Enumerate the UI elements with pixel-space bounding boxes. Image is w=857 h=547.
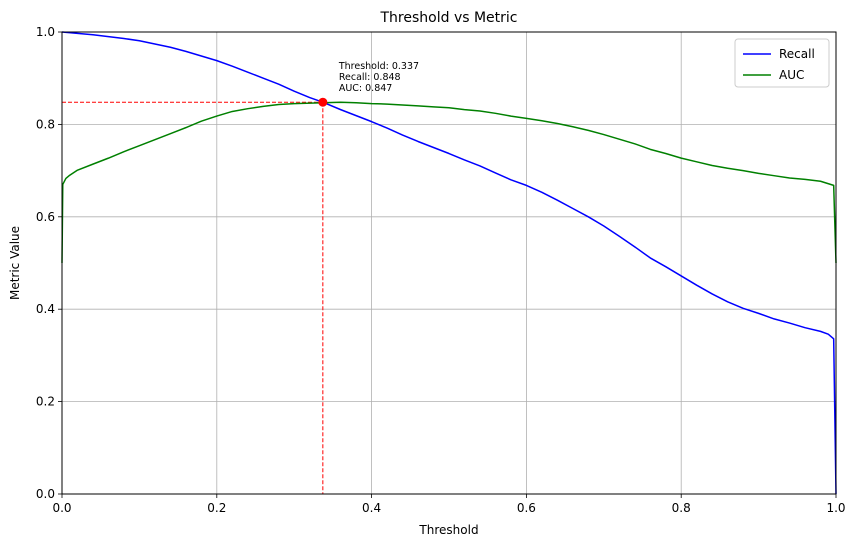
legend: Recall AUC [734, 38, 830, 88]
x-tick-label: 0.2 [207, 501, 226, 515]
x-tick-label: 0.6 [517, 501, 536, 515]
legend-label-recall: Recall [779, 47, 815, 61]
y-tick-label: 0.4 [36, 302, 55, 316]
y-tick-label: 0.0 [36, 487, 55, 501]
y-tick-label: 0.2 [36, 395, 55, 409]
x-tick-label: 0.8 [672, 501, 691, 515]
annotation-line: Threshold: 0.337 [338, 61, 419, 72]
grid [62, 32, 836, 494]
y-tick-label: 1.0 [36, 25, 55, 39]
x-tick-label: 0.4 [362, 501, 381, 515]
series-lines [61, 31, 837, 495]
legend-label-auc: AUC [779, 68, 804, 82]
threshold-guides [62, 101, 324, 494]
optimal-point [318, 97, 328, 107]
annotation-line: AUC: 0.847 [339, 83, 393, 94]
auc-line [61, 101, 837, 264]
plot-background [62, 32, 836, 494]
annotation-line: Recall: 0.848 [339, 72, 401, 83]
chart-title: Threshold vs Metric [380, 10, 518, 26]
x-tick-label: 0.0 [52, 501, 71, 515]
recall-line [61, 31, 837, 495]
x-tick-label: 1.0 [826, 501, 845, 515]
axis-ticks: 0.0 0.2 0.4 0.6 0.8 1.0 0.0 0.2 0.4 0.6 0.8 1.0 [36, 25, 846, 515]
x-axis-title: Threshold [418, 523, 478, 537]
y-tick-label: 0.8 [36, 117, 55, 131]
plot-frame [61, 31, 837, 495]
y-tick-label: 0.6 [36, 210, 55, 224]
y-axis-title: Metric Value [8, 226, 22, 300]
